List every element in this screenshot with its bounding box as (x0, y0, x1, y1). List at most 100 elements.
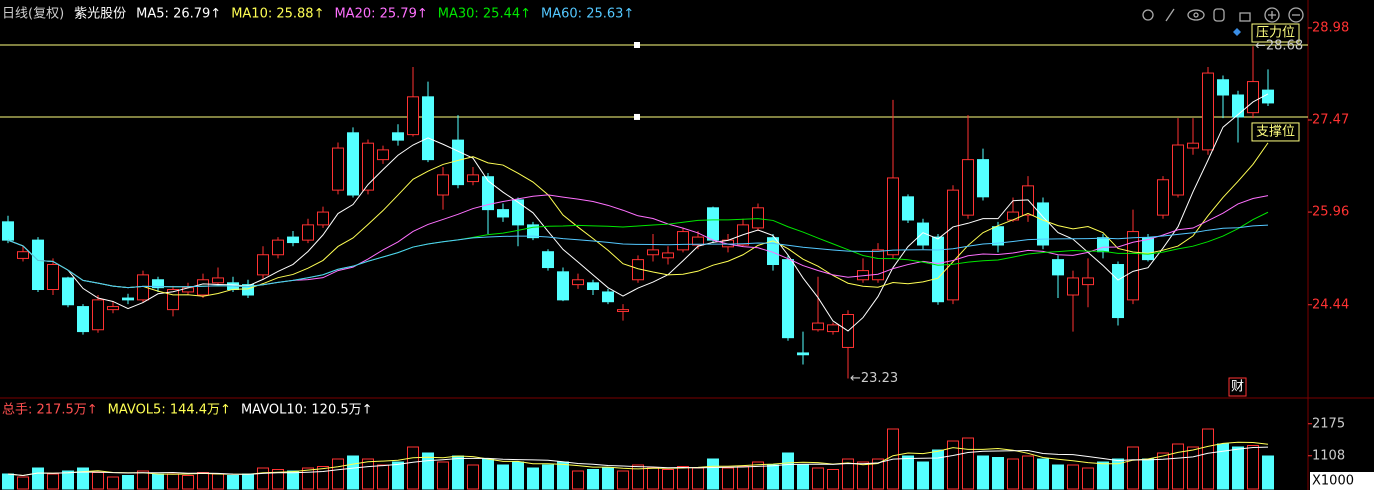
candle-body (1187, 142, 1199, 149)
candle-body (647, 249, 659, 256)
zoom-out-icon[interactable] (1288, 7, 1304, 23)
volume-bar (2, 473, 14, 490)
volume-bar (47, 473, 59, 490)
candle-body (782, 259, 794, 339)
candle-body (752, 207, 764, 229)
volume-bar (1157, 452, 1169, 490)
mavol-line (7, 441, 1269, 477)
badge: 财 (1231, 380, 1244, 395)
candle-body (1127, 231, 1139, 301)
candle-body (1067, 277, 1079, 296)
volume-bar (602, 467, 614, 490)
volume-bar (287, 470, 299, 490)
candle-body (797, 352, 809, 356)
candle-body (557, 271, 569, 301)
volume-bar (1232, 446, 1244, 490)
candle-body (1217, 79, 1229, 96)
volume-bar (737, 466, 749, 490)
volume-bar (1172, 443, 1184, 490)
annotation: ←23.23 (850, 371, 898, 386)
y-tick-label: 1108 (1312, 448, 1345, 463)
settings-icon[interactable] (1142, 9, 1154, 21)
toolbar[interactable] (1142, 7, 1304, 23)
ma-line (7, 142, 1269, 297)
volume-bar (587, 469, 599, 490)
candle-body (602, 291, 614, 303)
volume-bar (962, 437, 974, 490)
volume-bar (1022, 455, 1034, 490)
volume-bar (827, 469, 839, 490)
ma-line (7, 93, 1269, 332)
candle-body (437, 174, 449, 196)
unit-box (1310, 472, 1374, 490)
candle-body (947, 189, 959, 301)
volume-bar (917, 461, 929, 490)
level-handle (634, 42, 640, 48)
candle-body (902, 196, 914, 221)
candle-body (1082, 277, 1094, 286)
volume-bar (902, 455, 914, 490)
candle-body (1007, 211, 1019, 221)
volume-bar (842, 458, 854, 490)
candle-body (137, 274, 149, 301)
candle-body (827, 324, 839, 333)
mavol-line (7, 446, 1269, 477)
candle-body (32, 239, 44, 291)
draw-icon[interactable] (1165, 8, 1175, 22)
candle-body (1097, 237, 1109, 253)
volume-bar (362, 458, 374, 490)
volume-bar (422, 452, 434, 490)
candle-body (542, 251, 554, 269)
hand-icon[interactable] (1213, 8, 1225, 22)
volume-bar (992, 457, 1004, 490)
volume-bar (1217, 443, 1229, 490)
candle-body (677, 231, 689, 251)
candle-body (572, 279, 584, 286)
volume-bar (107, 476, 119, 490)
view-icon[interactable] (1187, 9, 1205, 21)
volume-bar (632, 464, 644, 490)
candle-body (212, 277, 224, 284)
volume-bar (62, 470, 74, 490)
volume-bar (707, 458, 719, 490)
volume-bar (812, 467, 824, 490)
volume-bar (152, 473, 164, 490)
volume-bar (302, 467, 314, 490)
volume-bar (872, 458, 884, 490)
lock-icon[interactable] (1239, 12, 1251, 22)
volume-bar (647, 467, 659, 490)
candle-body (1052, 259, 1064, 276)
candle-body (512, 199, 524, 226)
volume-bar (782, 452, 794, 490)
volume-bar (692, 467, 704, 490)
y-tick-label: 24.44 (1312, 297, 1349, 312)
candle-body (1112, 264, 1124, 319)
candle-body (197, 279, 209, 296)
candle-body (257, 254, 269, 276)
candle-body (617, 309, 629, 312)
candle-body (2, 221, 14, 241)
y-tick-label: 25.96 (1312, 205, 1349, 220)
volume-bar (512, 461, 524, 490)
level-label: 支撑位 (1256, 124, 1295, 139)
legend-text: MA5: 26.79↑ (136, 7, 221, 22)
volume-bar (167, 473, 179, 490)
volume-bar (857, 461, 869, 490)
candle-body (407, 96, 419, 136)
zoom-in-plus (1268, 11, 1276, 19)
candle-body (962, 159, 974, 216)
unit-label: X1000 (1312, 474, 1354, 489)
volume-bar (182, 475, 194, 490)
volume-bar (1127, 446, 1139, 490)
candle-body (422, 96, 434, 161)
badge-box (1228, 377, 1247, 397)
volume-bar (947, 440, 959, 490)
candle-body (332, 147, 344, 191)
volume-bar (977, 455, 989, 490)
zoom-in-icon[interactable] (1264, 7, 1280, 23)
legend-text: MA30: 25.44↑ (438, 7, 531, 22)
candle-body (692, 236, 704, 246)
candle-body (812, 322, 824, 331)
volume-bar (1082, 467, 1094, 490)
y-tick-label: 28.98 (1312, 20, 1349, 35)
